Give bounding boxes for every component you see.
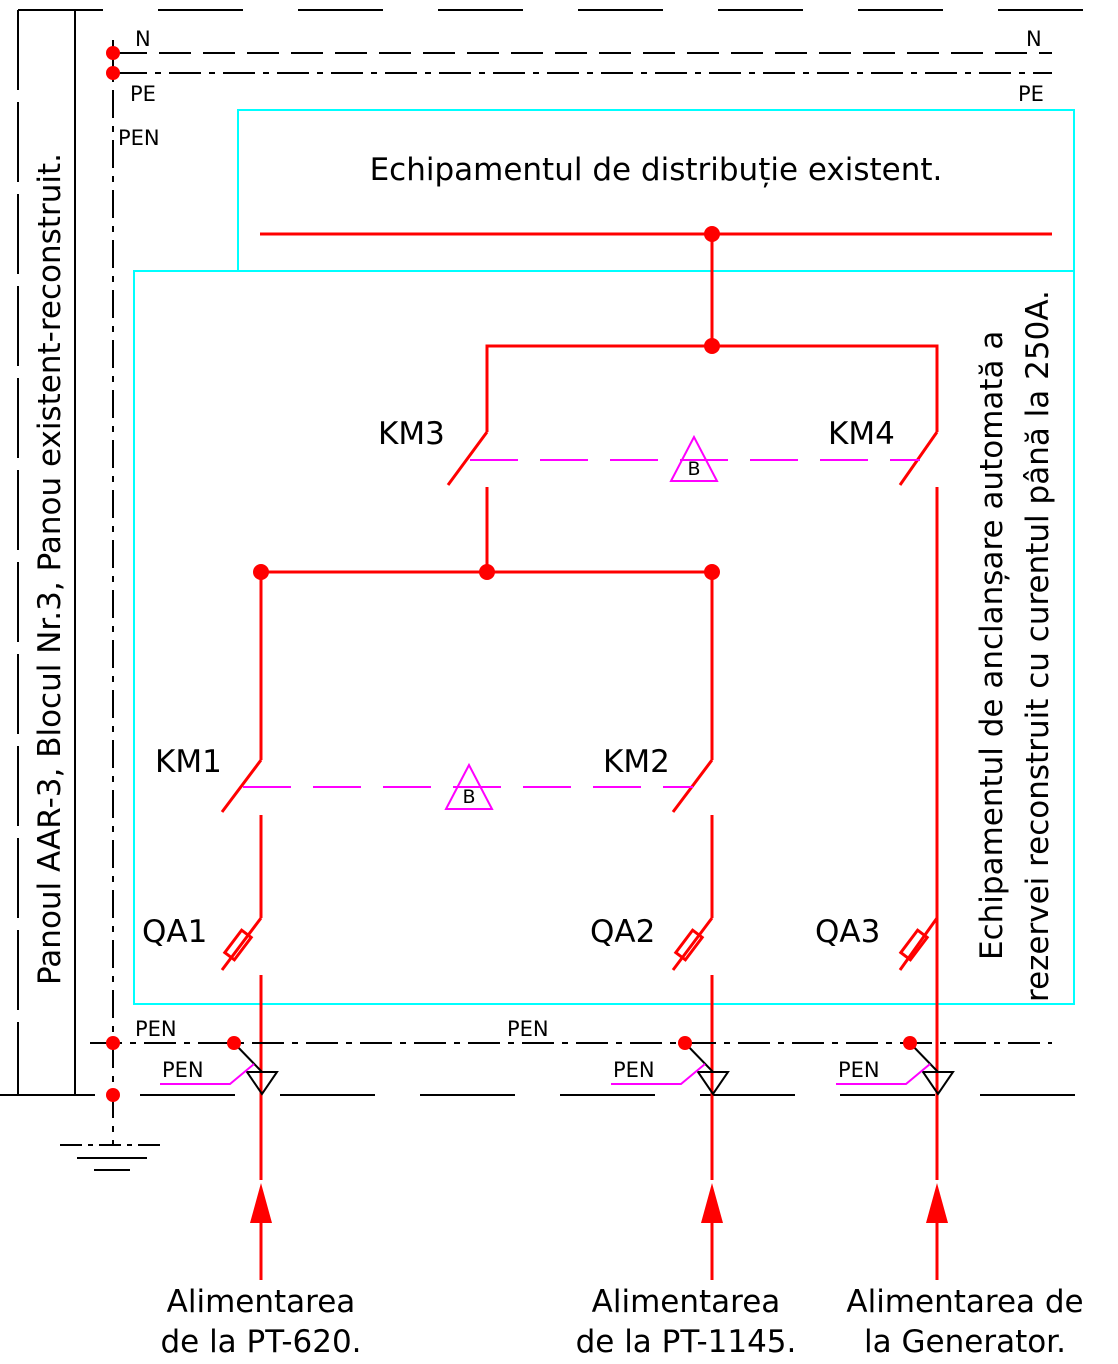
km2-label: KM2 <box>603 744 670 780</box>
feeder-arrows <box>250 1183 948 1280</box>
junction-nodes <box>253 226 720 580</box>
pen-tap-label-1: PEN <box>162 1058 204 1082</box>
pen-label-bottom-left: PEN <box>135 1017 177 1041</box>
n-bus-node <box>106 46 120 60</box>
panel-label: Panoul AAR-3, Blocul Nr.3, Panou existen… <box>32 153 68 985</box>
pen-label-bottom-mid: PEN <box>507 1017 549 1041</box>
pe-label-left: PE <box>130 82 156 106</box>
pen-bus <box>90 1036 1052 1102</box>
pen-tap-3 <box>836 1036 955 1096</box>
n-label-right: N <box>1026 27 1042 51</box>
arrow-up-icon <box>250 1183 272 1223</box>
arrow-up-icon <box>926 1183 948 1223</box>
power-wiring <box>220 232 1052 1180</box>
distribution-title: Echipamentul de distribuție existent. <box>370 152 943 188</box>
pen-label-top: PEN <box>118 126 160 150</box>
feeder-2-line1: Alimentarea <box>592 1284 781 1320</box>
feeder-1-line2: de la PT-620. <box>160 1324 361 1360</box>
interlock-lower-label: B <box>462 786 475 808</box>
feeder-3-line2: la Generator. <box>864 1324 1066 1360</box>
pen-tap-1 <box>160 1036 279 1096</box>
bus-n-pe <box>112 40 1052 1145</box>
pen-tap-label-2: PEN <box>613 1058 655 1082</box>
distribution-enclosure <box>237 109 1075 272</box>
feeder-3-line1: Alimentarea de <box>846 1284 1083 1320</box>
breaker-trip-elements <box>222 928 930 962</box>
qa1-label: QA1 <box>142 914 207 950</box>
km1-label: KM1 <box>155 744 222 780</box>
ground-icon <box>60 1144 162 1171</box>
km4-label: KM4 <box>828 416 895 452</box>
panel-frame <box>0 9 1118 1096</box>
interlock-upper-label: B <box>687 458 700 480</box>
qa2-label: QA2 <box>590 914 655 950</box>
pe-bus-node <box>106 66 120 80</box>
pe-label-right: PE <box>1018 82 1044 106</box>
ats-title-line2: rezervei reconstruit cu curentul până la… <box>1020 290 1056 1002</box>
pen-tap-label-3: PEN <box>838 1058 880 1082</box>
interlock-lower <box>243 762 693 810</box>
feeder-1-line1: Alimentarea <box>167 1284 356 1320</box>
ats-enclosure <box>133 270 1075 1005</box>
ats-title-line1: Echipamentul de anclanșare automată a <box>974 331 1010 960</box>
interlock-upper <box>470 434 920 482</box>
km3-label: KM3 <box>378 416 445 452</box>
qa3-label: QA3 <box>815 914 880 950</box>
feeder-2-line2: de la PT-1145. <box>576 1324 797 1360</box>
arrow-up-icon <box>701 1183 723 1223</box>
n-label-left: N <box>135 27 151 51</box>
pen-tap-2 <box>611 1036 730 1096</box>
